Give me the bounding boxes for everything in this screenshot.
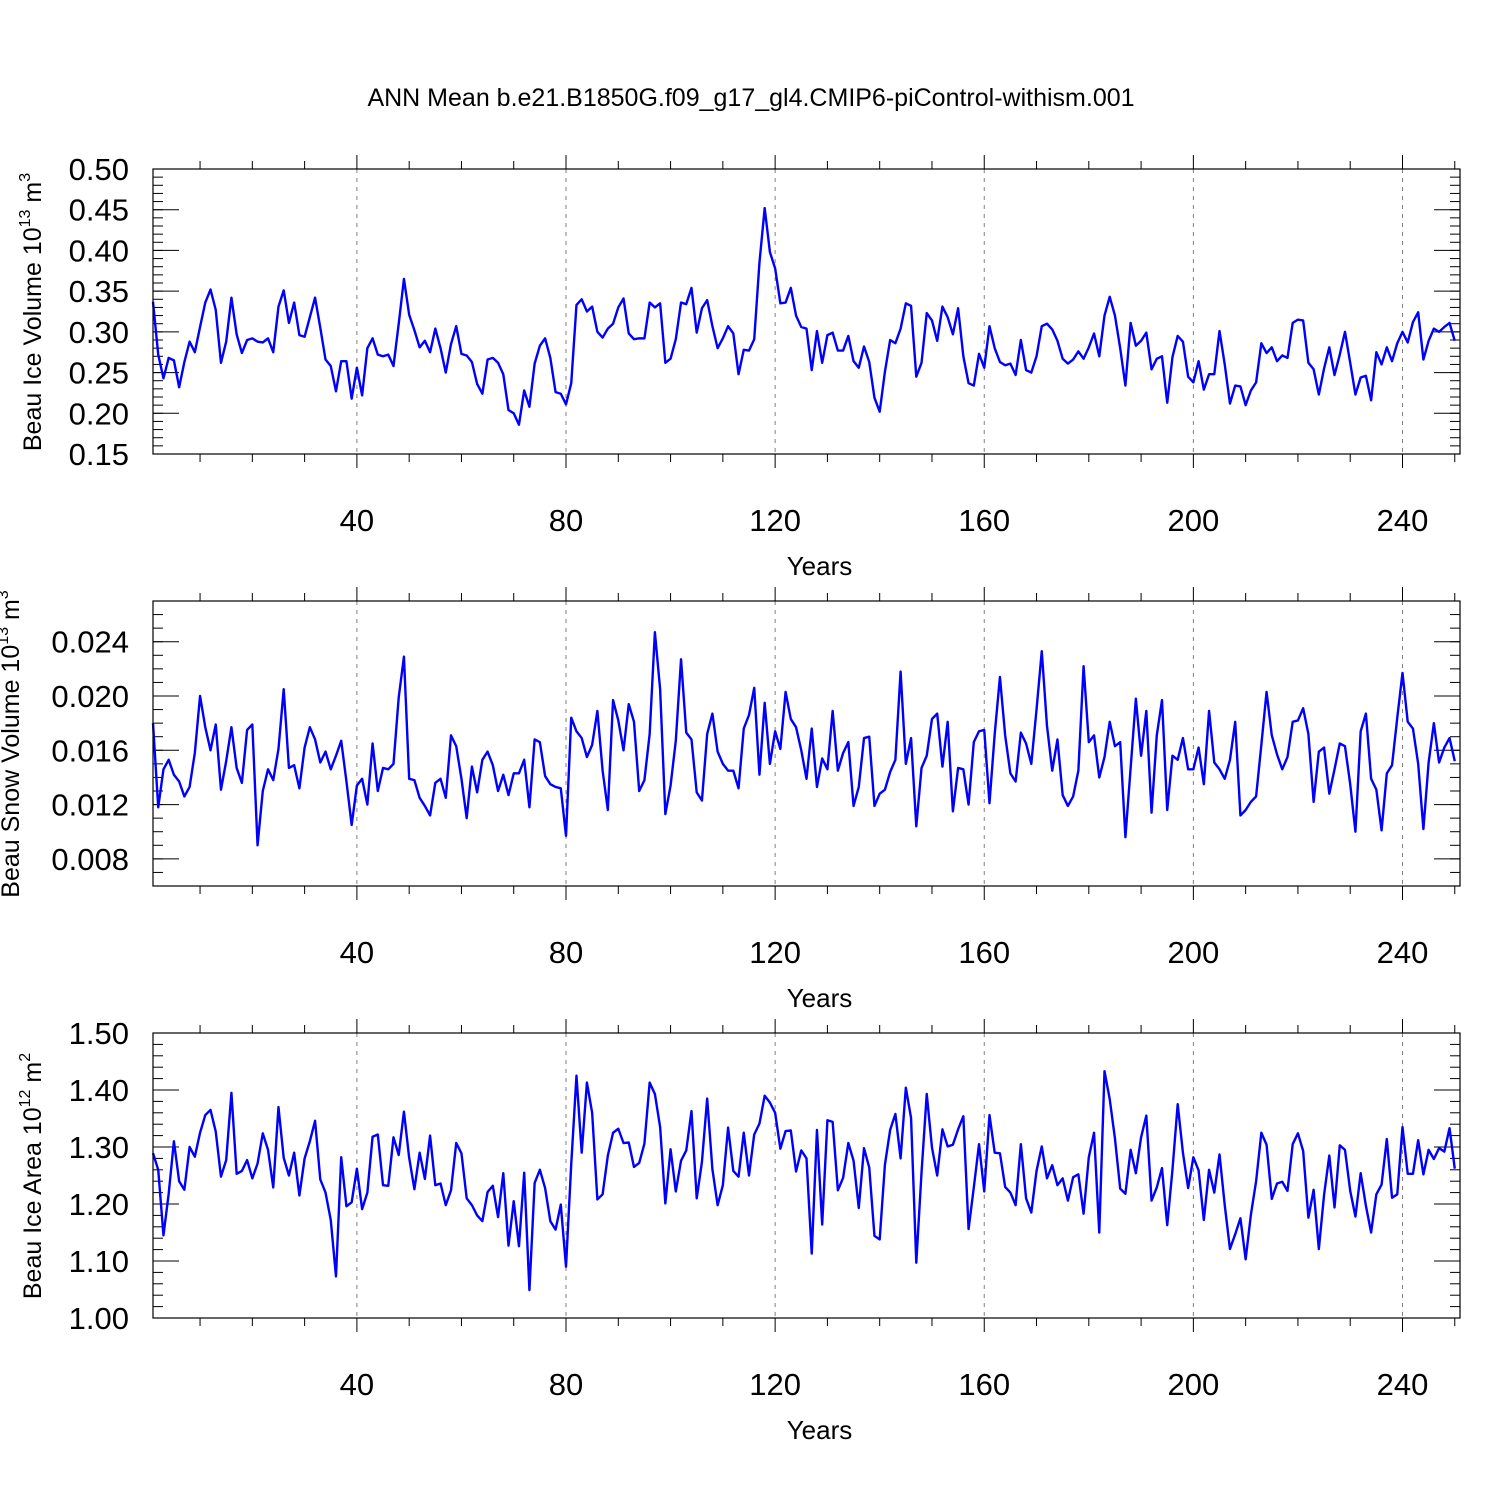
x-tick-label: 120 bbox=[749, 503, 801, 538]
snow-volume-series-line bbox=[151, 631, 1456, 847]
x-tick-label: 120 bbox=[749, 935, 801, 970]
y-axis-label-exponent: 13 bbox=[17, 209, 34, 227]
x-tick-label: 160 bbox=[958, 935, 1010, 970]
snow-volume-panel: 0.008 0.012 0.016 0.020 0.024 40 80 120 160 200 24… bbox=[0, 587, 1461, 1013]
y-tick-label: 0.020 bbox=[51, 679, 129, 714]
x-tick-label: 40 bbox=[340, 1367, 374, 1402]
x-tick-label: 200 bbox=[1168, 935, 1220, 970]
x-tick-label: 160 bbox=[958, 1367, 1010, 1402]
y-tick-label: 0.50 bbox=[69, 152, 129, 187]
y-tick-label: 1.50 bbox=[69, 1016, 129, 1051]
x-tick-label: 40 bbox=[340, 503, 374, 538]
y-tick-label: 0.35 bbox=[69, 274, 129, 309]
y-axis-label: Beau Ice Area 1012 m2 bbox=[17, 1053, 47, 1299]
x-tick-label: 240 bbox=[1377, 503, 1429, 538]
ice-area-series-line bbox=[151, 1069, 1456, 1292]
y-axis-label: Beau Snow Volume 1013 m3 bbox=[0, 590, 25, 898]
y-tick-label: 0.30 bbox=[69, 315, 129, 350]
ice-area-panel: 1.00 1.10 1.20 1.30 1.40 1.50 40 80 120 160 200 240… bbox=[17, 1016, 1461, 1445]
y-axis-label-unit-exponent: 2 bbox=[17, 1053, 34, 1062]
y-axis-label-unit-exponent: 3 bbox=[0, 590, 12, 599]
y-axis-label-exponent: 13 bbox=[0, 627, 12, 645]
x-tick-label: 40 bbox=[340, 935, 374, 970]
chart-title: ANN Mean b.e21.B1850G.f09_g17_gl4.CMIP6-… bbox=[367, 84, 1134, 112]
y-axis-label-exponent: 12 bbox=[17, 1089, 34, 1107]
y-tick-label: 0.25 bbox=[69, 356, 129, 391]
plot-frame bbox=[152, 600, 1461, 887]
y-axis-label: Beau Ice Volume 1013 m3 bbox=[17, 173, 47, 451]
x-axis-label: Years bbox=[787, 551, 853, 581]
y-tick-label: 0.15 bbox=[69, 437, 129, 472]
x-tick-label: 80 bbox=[549, 1367, 583, 1402]
y-tick-label: 1.20 bbox=[69, 1187, 129, 1222]
ice-volume-series-line bbox=[151, 206, 1456, 426]
y-tick-label: 1.10 bbox=[69, 1244, 129, 1279]
plot-frame bbox=[152, 168, 1461, 455]
x-axis-label: Years bbox=[787, 1415, 853, 1445]
y-tick-label: 0.20 bbox=[69, 396, 129, 431]
y-tick-label: 0.45 bbox=[69, 193, 129, 228]
y-tick-label: 1.00 bbox=[69, 1301, 129, 1336]
y-axis-label-unit-exponent: 3 bbox=[17, 173, 34, 182]
y-tick-label: 0.024 bbox=[51, 625, 129, 660]
plot-frame bbox=[152, 1032, 1461, 1319]
x-tick-label: 240 bbox=[1377, 935, 1429, 970]
x-tick-label: 200 bbox=[1168, 1367, 1220, 1402]
x-axis-label: Years bbox=[787, 983, 853, 1013]
x-tick-label: 200 bbox=[1168, 503, 1220, 538]
y-tick-label: 0.40 bbox=[69, 233, 129, 268]
x-tick-label: 80 bbox=[549, 935, 583, 970]
x-tick-label: 240 bbox=[1377, 1367, 1429, 1402]
x-tick-label: 120 bbox=[749, 1367, 801, 1402]
x-tick-label: 80 bbox=[549, 503, 583, 538]
y-tick-label: 0.008 bbox=[51, 842, 129, 877]
y-tick-label: 0.016 bbox=[51, 733, 129, 768]
ice-volume-panel: 0.15 0.20 0.25 0.30 0.35 0.40 0.45 0.50 40 80 120 1… bbox=[17, 152, 1461, 581]
y-tick-label: 1.40 bbox=[69, 1073, 129, 1108]
y-tick-label: 1.30 bbox=[69, 1130, 129, 1165]
y-tick-label: 0.012 bbox=[51, 788, 129, 823]
x-tick-label: 160 bbox=[958, 503, 1010, 538]
